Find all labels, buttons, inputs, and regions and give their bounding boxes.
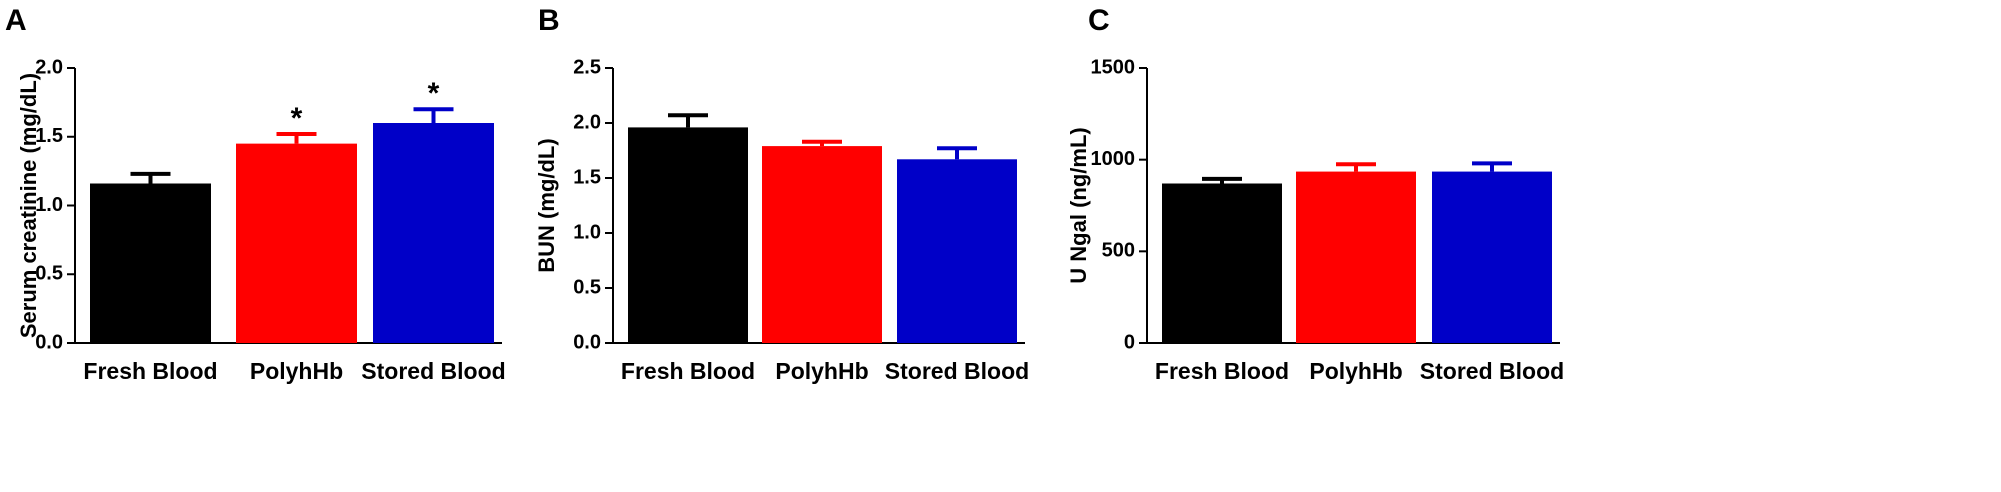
y-tick-label: 1500 [1091, 56, 1136, 78]
y-tick-label: 1.5 [35, 125, 63, 147]
y-tick-label: 2.0 [35, 56, 63, 78]
bar [1432, 171, 1552, 343]
y-axis-label: U Ngal (ng/mL) [1066, 127, 1091, 283]
bar [1162, 183, 1282, 343]
y-tick-label: 1.0 [35, 194, 63, 216]
bar [762, 146, 882, 343]
y-axis-label: Serum creatinine (mg/dL) [16, 73, 41, 338]
x-category-label: Stored Blood [361, 358, 505, 384]
x-category-label: Stored Blood [885, 358, 1029, 384]
y-tick-label: 0.5 [35, 263, 63, 285]
y-axis-label: BUN (mg/dL) [534, 138, 559, 272]
bar [1296, 171, 1416, 343]
x-category-label: Fresh Blood [621, 358, 755, 384]
bar [628, 127, 748, 344]
panel-c: C 0 500 1000 1500 U Ngal (ng/mL) Fresh Blood Po… [1066, 4, 1564, 384]
panel-b: B 0.0 0.5 1.0 1.5 2.0 2.5 BUN (mg/dL) Fresh Bloo… [534, 4, 1029, 384]
panel-letter: B [538, 4, 560, 37]
y-tick-label: 1.0 [573, 221, 601, 243]
x-category-label: PolyhHb [250, 358, 343, 384]
x-category-label: Stored Blood [1420, 358, 1564, 384]
bar [897, 159, 1017, 343]
y-tick-label: 2.5 [573, 56, 601, 78]
y-tick-label: 500 [1102, 240, 1135, 262]
x-category-label: Fresh Blood [1155, 358, 1289, 384]
y-tick-label: 1.5 [573, 166, 601, 188]
y-tick-label: 0.0 [573, 331, 601, 353]
x-category-label: PolyhHb [775, 358, 868, 384]
significance-marker: * [291, 102, 303, 135]
y-tick-label: 2.0 [573, 111, 601, 133]
significance-marker: * [428, 77, 440, 110]
x-category-label: Fresh Blood [83, 358, 217, 384]
y-tick-label: 1000 [1091, 148, 1136, 170]
y-tick-label: 0.5 [573, 276, 601, 298]
y-tick-label: 0.0 [35, 331, 63, 353]
bar [236, 143, 357, 343]
panel-letter: C [1088, 4, 1110, 37]
bar [90, 183, 211, 343]
bar [373, 123, 494, 343]
y-tick-label: 0 [1124, 331, 1135, 353]
panel-letter: A [5, 4, 27, 37]
x-category-label: PolyhHb [1309, 358, 1402, 384]
